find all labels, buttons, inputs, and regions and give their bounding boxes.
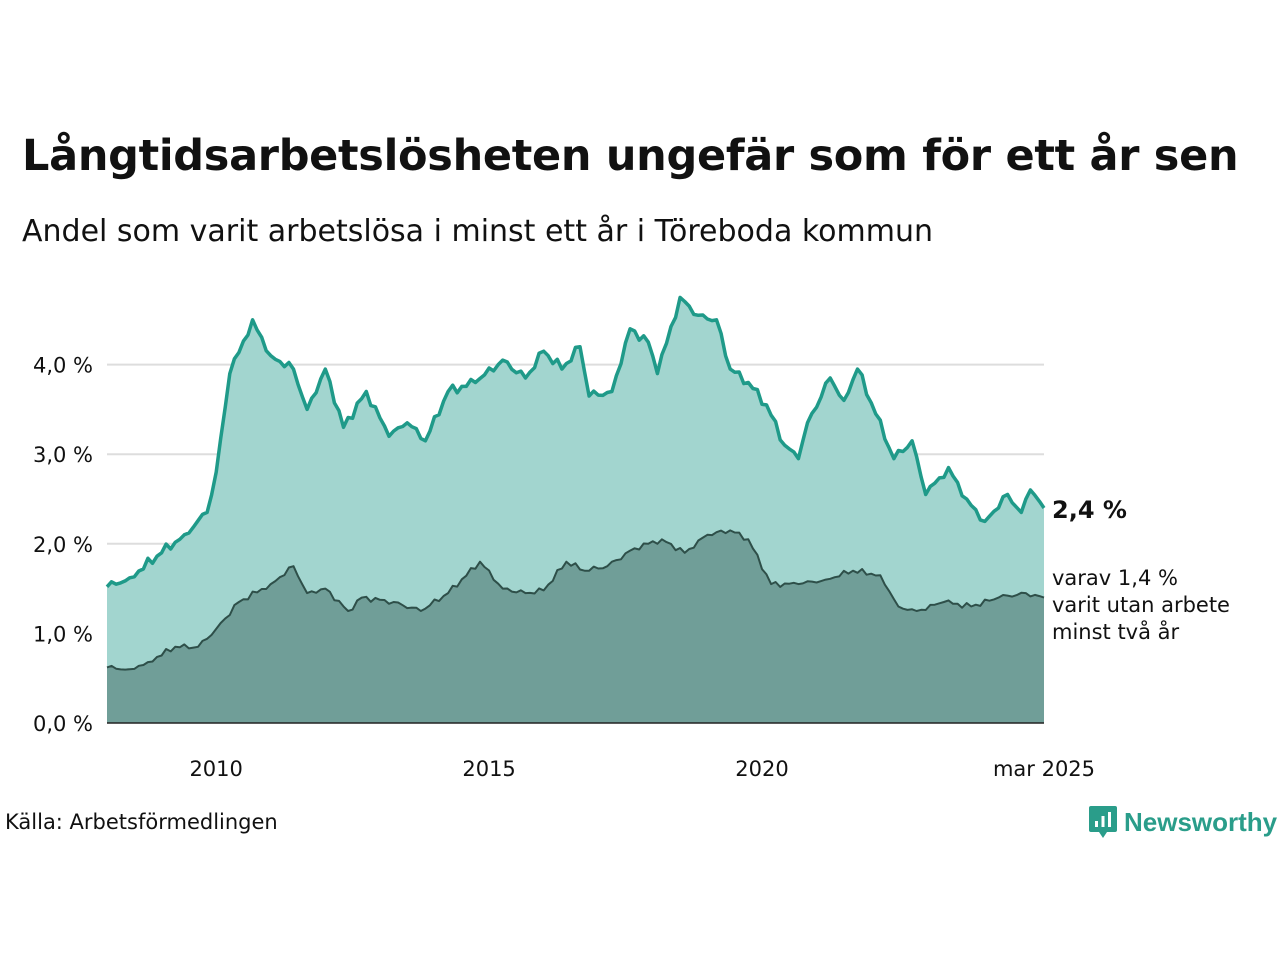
x-tick-labels: 2010 2015 2020 mar 2025 — [189, 757, 1095, 781]
brand-logo: Newsworthy — [1088, 804, 1277, 840]
long-line — [106, 529, 1045, 671]
long-area — [107, 530, 1044, 723]
long-end-label-line-1: varav 1,4 % — [1052, 566, 1178, 590]
y-tick-label: 1,0 % — [33, 622, 93, 646]
newsworthy-logo-icon — [1089, 806, 1117, 838]
y-tick-label: 0,0 % — [33, 712, 93, 736]
x-tick-label: mar 2025 — [993, 757, 1095, 781]
total-end-label: 2,4 % — [1052, 496, 1127, 524]
y-tick-label: 3,0 % — [33, 443, 93, 467]
total-line — [105, 295, 1046, 588]
y-tick-label: 2,0 % — [33, 533, 93, 557]
long-end-label-line-2: varit utan arbete — [1052, 593, 1230, 617]
y-tick-labels: 0,0 % 1,0 % 2,0 % 3,0 % 4,0 % — [33, 354, 93, 736]
brand-name: Newsworthy — [1124, 806, 1278, 837]
source-note: Källa: Arbetsförmedlingen — [5, 810, 278, 834]
chart-title: Långtidsarbetslösheten ungefär som för e… — [22, 131, 1239, 181]
x-tick-label: 2015 — [462, 757, 515, 781]
long-end-label: varav 1,4 % varit utan arbete minst två … — [1052, 566, 1237, 644]
chart-subtitle: Andel som varit arbetslösa i minst ett å… — [22, 214, 934, 249]
long-end-label-line-3: minst två år — [1052, 619, 1180, 644]
x-tick-label: 2010 — [189, 757, 242, 781]
x-tick-label: 2020 — [735, 757, 788, 781]
y-tick-label: 4,0 % — [33, 354, 93, 378]
